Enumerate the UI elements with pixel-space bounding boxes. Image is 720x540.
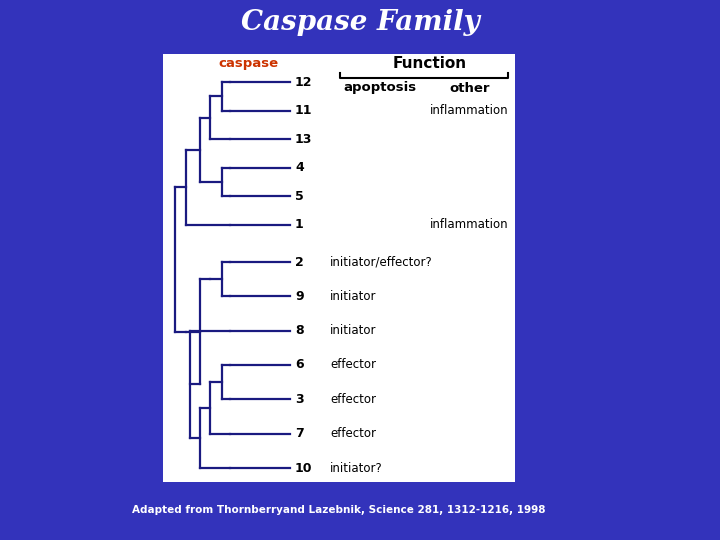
Text: initiator: initiator [330,324,377,337]
Text: effector: effector [330,359,376,372]
Text: 8: 8 [295,324,304,337]
Text: effector: effector [330,427,376,440]
Text: 9: 9 [295,290,304,303]
Text: 11: 11 [295,104,312,117]
Text: Function: Function [393,56,467,71]
Text: 7: 7 [295,427,304,440]
Text: 2: 2 [295,255,304,268]
Text: 1: 1 [295,219,304,232]
Text: caspase: caspase [218,57,278,70]
Text: inflammation: inflammation [430,219,508,232]
Text: inflammation: inflammation [430,104,508,117]
Text: initiator?: initiator? [330,462,383,475]
Text: other: other [450,82,490,94]
Bar [163,54,515,482]
Text: initiator/effector?: initiator/effector? [330,255,433,268]
Text: 12: 12 [295,76,312,89]
Text: 4: 4 [295,161,304,174]
Text: Caspase Family: Caspase Family [240,9,480,36]
Text: 3: 3 [295,393,304,406]
Text: effector: effector [330,393,376,406]
Text: 13: 13 [295,133,312,146]
Text: 5: 5 [295,190,304,203]
Text: apoptosis: apoptosis [343,82,417,94]
Text: 6: 6 [295,359,304,372]
Text: 10: 10 [295,462,312,475]
Text: Adapted from Thornberryand Lazebnik, Science 281, 1312-1216, 1998: Adapted from Thornberryand Lazebnik, Sci… [132,505,545,515]
Text: initiator: initiator [330,290,377,303]
